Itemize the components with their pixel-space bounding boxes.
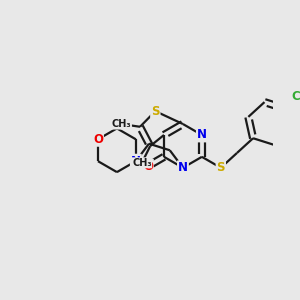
- Text: N: N: [178, 161, 188, 174]
- Text: S: S: [217, 161, 225, 174]
- Text: N: N: [131, 155, 141, 168]
- Text: O: O: [143, 160, 153, 172]
- Text: O: O: [93, 133, 103, 146]
- Text: Cl: Cl: [292, 90, 300, 104]
- Text: CH₃: CH₃: [112, 119, 131, 129]
- Text: N: N: [197, 128, 207, 142]
- Text: S: S: [151, 105, 160, 118]
- Text: CH₃: CH₃: [132, 158, 152, 168]
